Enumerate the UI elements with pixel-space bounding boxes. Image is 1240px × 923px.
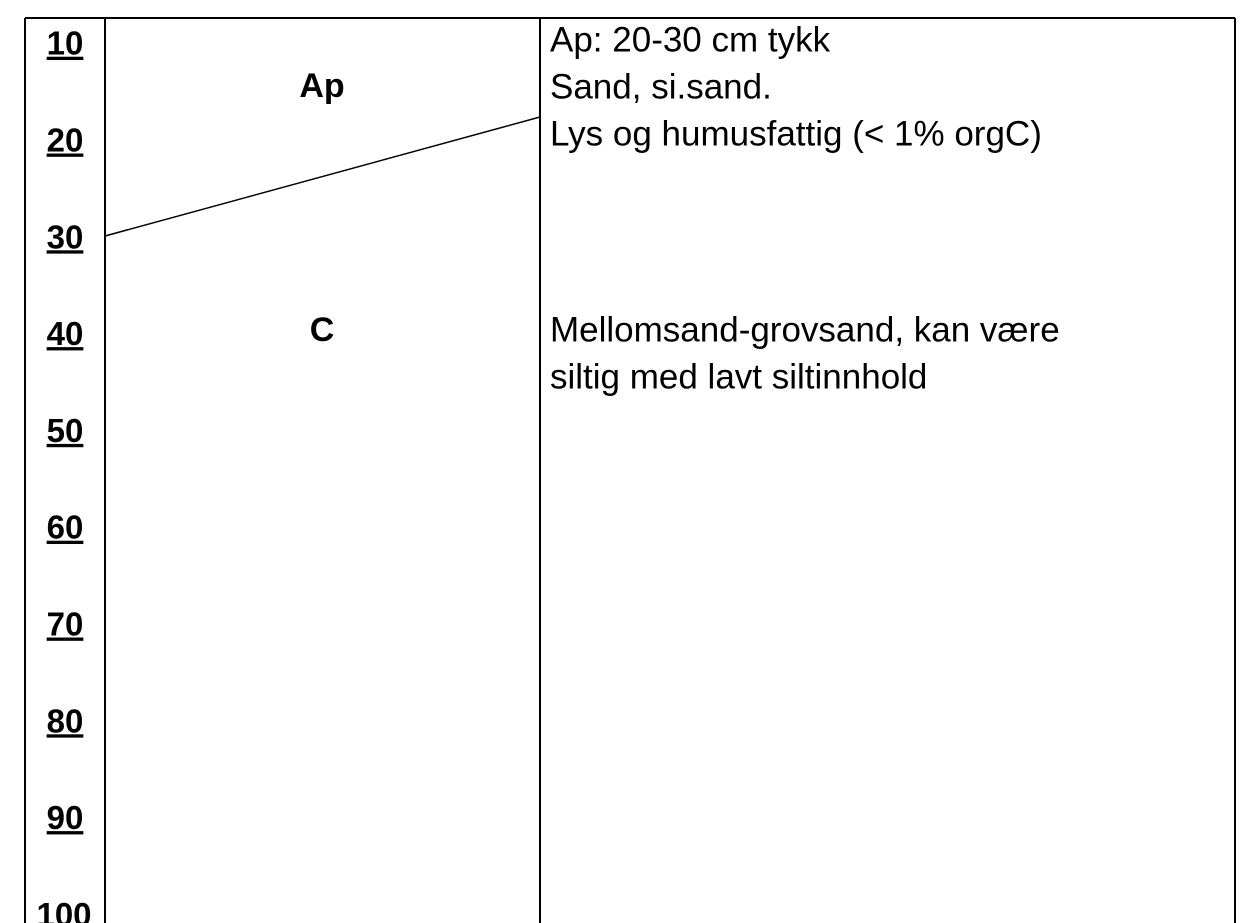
depth-label: 50 (47, 412, 84, 449)
table-borders (24, 17, 1236, 923)
horizon-description: Sand, si.sand. (550, 67, 772, 106)
depth-label: 70 (47, 606, 84, 643)
horizon-description: Lys og humusfattig (< 1% orgC) (550, 114, 1042, 153)
horizon-boundary (104, 116, 541, 237)
depth-label: 100 (36, 896, 91, 923)
horizon-description: siltig med lavt siltinnhold (550, 357, 927, 396)
depth-label: 30 (47, 218, 84, 255)
horizon-label: Ap (299, 67, 344, 105)
depth-label: 40 (47, 315, 84, 352)
horizon-label: C (310, 311, 335, 349)
depth-label: 10 (47, 25, 84, 62)
depth-label: 90 (47, 799, 84, 836)
depth-label: 20 (47, 122, 84, 159)
horizon-description: Mellomsand-grovsand, kan være (550, 310, 1060, 349)
horizon-description: Ap: 20-30 cm tykk (550, 20, 831, 59)
depth-label: 80 (47, 702, 84, 739)
depth-label: 60 (47, 509, 84, 546)
